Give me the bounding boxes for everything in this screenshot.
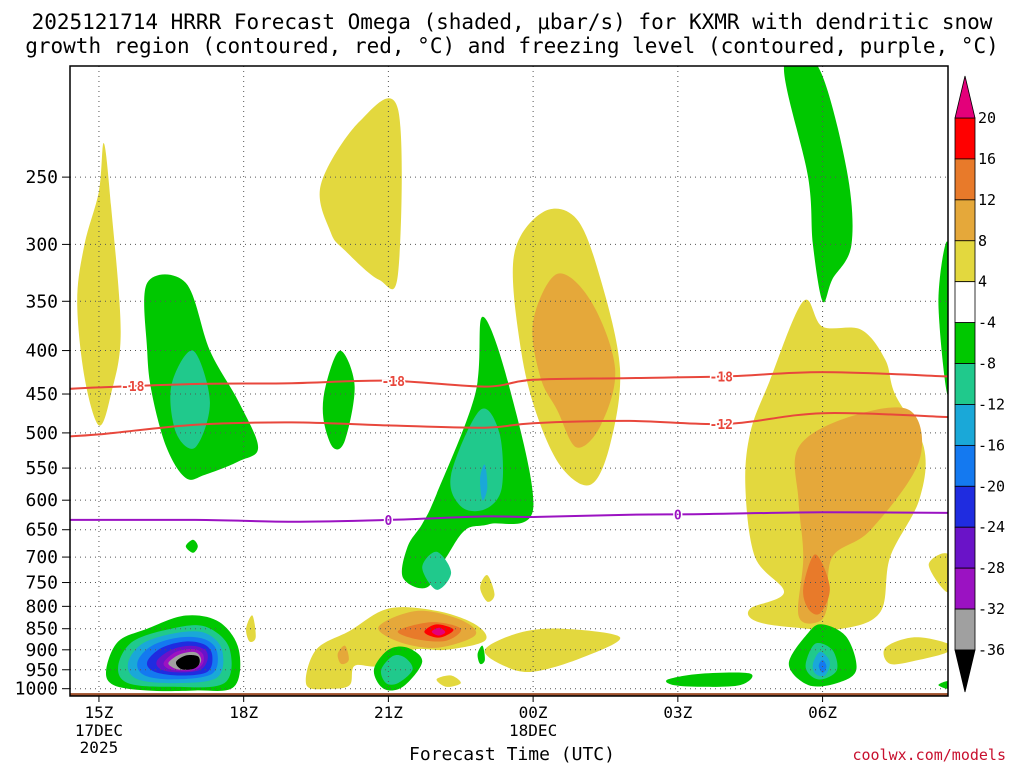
colorbar-segment-11	[954, 567, 976, 610]
colorbar-segment-6	[954, 363, 976, 405]
omega-region-orange-late-core	[794, 407, 923, 624]
omega-region-yellow-low-21z-b	[436, 675, 461, 687]
omega-region-green-tiny-17z	[185, 539, 198, 553]
colorbar-segment-3	[954, 240, 976, 283]
y-tick-label-500: 500	[25, 423, 58, 444]
omega-region-teal-low-2100z	[380, 655, 413, 685]
colorbar-label-3: 8	[978, 232, 987, 250]
x-tick-label-21Z: 21Z	[374, 703, 403, 722]
plot-area: -18 -18 -18 -12 0 0	[70, 66, 948, 696]
y-tick-label-400: 400	[25, 341, 58, 362]
omega-region-yellow-low-0130z	[484, 628, 621, 672]
x-tick-sublabel-00Z-0: 18DEC	[509, 721, 557, 740]
omega-region-green-low-0400z	[666, 672, 753, 687]
colorbar-segment-9	[954, 485, 976, 528]
x-tick-label-00Z: 00Z	[519, 703, 548, 722]
x-tick-label-03Z: 03Z	[663, 703, 692, 722]
contour-line-freezing-level	[70, 511, 948, 523]
contour-label-dgz-minus18-2: -18	[710, 370, 734, 385]
omega-region-green-tiny-2330z-low	[477, 645, 485, 665]
colorbar-segment-10	[954, 526, 976, 569]
omega-region-green-tiny-right-low	[938, 681, 948, 689]
colorbar-label-9: -20	[978, 477, 1005, 495]
y-tick-label-700: 700	[25, 547, 58, 568]
y-tick-label-900: 900	[25, 640, 58, 661]
y-tick-label-950: 950	[25, 660, 58, 681]
omega-region-teal-2300z	[450, 408, 504, 512]
omega-region-yellow-high-left	[77, 142, 121, 426]
colorbar-bottom-arrow	[954, 649, 976, 693]
site-credit[interactable]: coolwx.com/models	[852, 746, 1006, 764]
chart-title-line2: growth region (contoured, red, °C) and f…	[25, 34, 999, 58]
y-tick-label-650: 650	[25, 520, 58, 541]
x-tick-label-15Z: 15Z	[84, 703, 113, 722]
x-axis-title: Forecast Time (UTC)	[409, 744, 615, 765]
colorbar-label-10: -24	[978, 518, 1005, 536]
colorbar-label-8: -16	[978, 436, 1005, 454]
omega-region-yellow-tiny-2345z	[480, 574, 495, 602]
ground-surface	[70, 693, 948, 696]
omega-region-black-low-1630z	[175, 654, 200, 670]
colorbar-segment-0	[954, 117, 976, 160]
colorbar-segment-7	[954, 404, 976, 446]
colorbar-segment-1	[954, 158, 976, 201]
contour-line-dgz-minus18	[70, 371, 948, 390]
omega-region-green-upper-right-edge	[938, 241, 948, 395]
x-tick-label-06Z: 06Z	[808, 703, 837, 722]
y-tick-label-450: 450	[25, 384, 58, 405]
colorbar-label-4: 4	[978, 273, 987, 291]
contour-label-dgz-minus18-1: -18	[381, 375, 405, 390]
x-tick-sublabel-15Z-1: 2025	[80, 738, 119, 757]
contour-label-dgz-minus12-0: -12	[710, 418, 733, 433]
y-tick-label-750: 750	[25, 573, 58, 594]
colorbar-label-2: 12	[978, 191, 996, 209]
colorbar-label-7: -12	[978, 395, 1005, 413]
colorbar-segment-4	[954, 281, 976, 324]
y-tick-label-850: 850	[25, 619, 58, 640]
omega-region-green-tiny-20z	[322, 350, 355, 450]
colorbar-segment-12	[954, 608, 976, 651]
omega-region-yellow-far-right	[928, 553, 948, 593]
colorbar-segment-2	[954, 199, 976, 242]
chart-title-line1: 2025121714 HRRR Forecast Omega (shaded, …	[31, 10, 993, 34]
omega-region-pink-low-21z	[431, 627, 446, 636]
contour-label-freezing-level-0: 0	[384, 514, 392, 529]
y-tick-label-250: 250	[25, 167, 58, 188]
colorbar-label-5: -4	[978, 314, 996, 332]
x-tick-label-18Z: 18Z	[229, 703, 258, 722]
y-tick-label-550: 550	[25, 458, 58, 479]
y-tick-label-800: 800	[25, 596, 58, 617]
omega-region-yellow-far-right-low	[883, 637, 948, 665]
contour-label-freezing-level-1: 0	[674, 508, 682, 523]
y-tick-label-1000: 1000	[15, 679, 58, 700]
y-tick-label-600: 600	[25, 490, 58, 511]
colorbar-segment-8	[954, 444, 976, 487]
omega-region-orange-00z-core	[532, 273, 616, 448]
contour-line-dgz-minus12	[70, 412, 948, 438]
omega-region-darkorange-late-spot	[803, 554, 830, 615]
colorbar-label-12: -32	[978, 600, 1005, 618]
y-tick-label-300: 300	[25, 234, 58, 255]
colorbar-label-11: -28	[978, 559, 1005, 577]
x-tick-sublabel-15Z-0: 17DEC	[75, 721, 123, 740]
colorbar-segment-5	[954, 322, 976, 364]
contour-label-dgz-minus18-0: -18	[121, 380, 145, 395]
omega-region-teal-2230z-low	[422, 551, 452, 590]
colorbar-top-arrow	[954, 75, 976, 119]
omega-region-yellow-upper-21z	[319, 98, 402, 290]
y-tick-label-350: 350	[25, 291, 58, 312]
omega-region-cyan-2300z	[480, 464, 488, 501]
omega-region-green-upper-0530z	[783, 66, 853, 303]
plot-frame	[69, 65, 949, 697]
colorbar-label-0: 20	[978, 109, 996, 127]
colorbar-label-6: -8	[978, 355, 996, 373]
colorbar-label-13: -36	[978, 641, 1005, 659]
colorbar-label-1: 16	[978, 150, 996, 168]
